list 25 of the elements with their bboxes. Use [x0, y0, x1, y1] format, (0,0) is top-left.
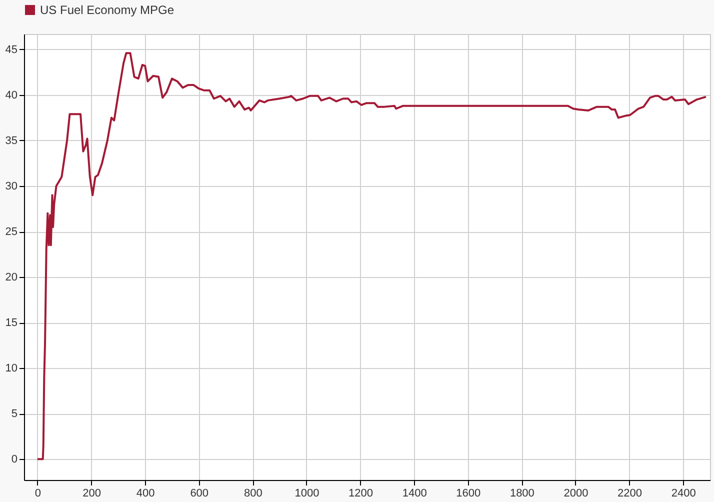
y-tick-label: 0	[11, 454, 18, 466]
y-tick-label: 45	[5, 44, 18, 56]
y-tick-label: 30	[5, 180, 18, 193]
x-tick-label: 0	[34, 488, 42, 500]
line-series	[36, 52, 707, 460]
y-tick-label: 10	[5, 362, 18, 375]
x-tick-label: 1000	[294, 488, 320, 500]
x-tick-label: 2000	[564, 488, 588, 500]
x-tick-label: 400	[136, 488, 155, 500]
x-tick-label: 1600	[456, 488, 481, 500]
x-tick-label: 2400	[671, 488, 696, 500]
x-tick-label: 800	[244, 488, 262, 500]
y-tick-label: 20	[5, 272, 18, 284]
x-tick-label: 2200	[618, 488, 642, 500]
y-tick-label: 40	[5, 89, 18, 102]
x-tick-label: 1400	[402, 488, 427, 500]
legend-label: US Fuel Economy MPGe	[40, 3, 174, 17]
x-tick-label: 1800	[510, 488, 534, 500]
y-tick-label: 15	[5, 317, 18, 330]
x-tick-label: 1200	[348, 488, 374, 500]
x-tick-label: 600	[190, 488, 209, 500]
x-tick-label: 200	[82, 488, 101, 500]
y-tick-label: 35	[5, 134, 18, 147]
y-tick-label: 25	[5, 226, 18, 238]
y-tick-label: 5	[11, 408, 18, 420]
